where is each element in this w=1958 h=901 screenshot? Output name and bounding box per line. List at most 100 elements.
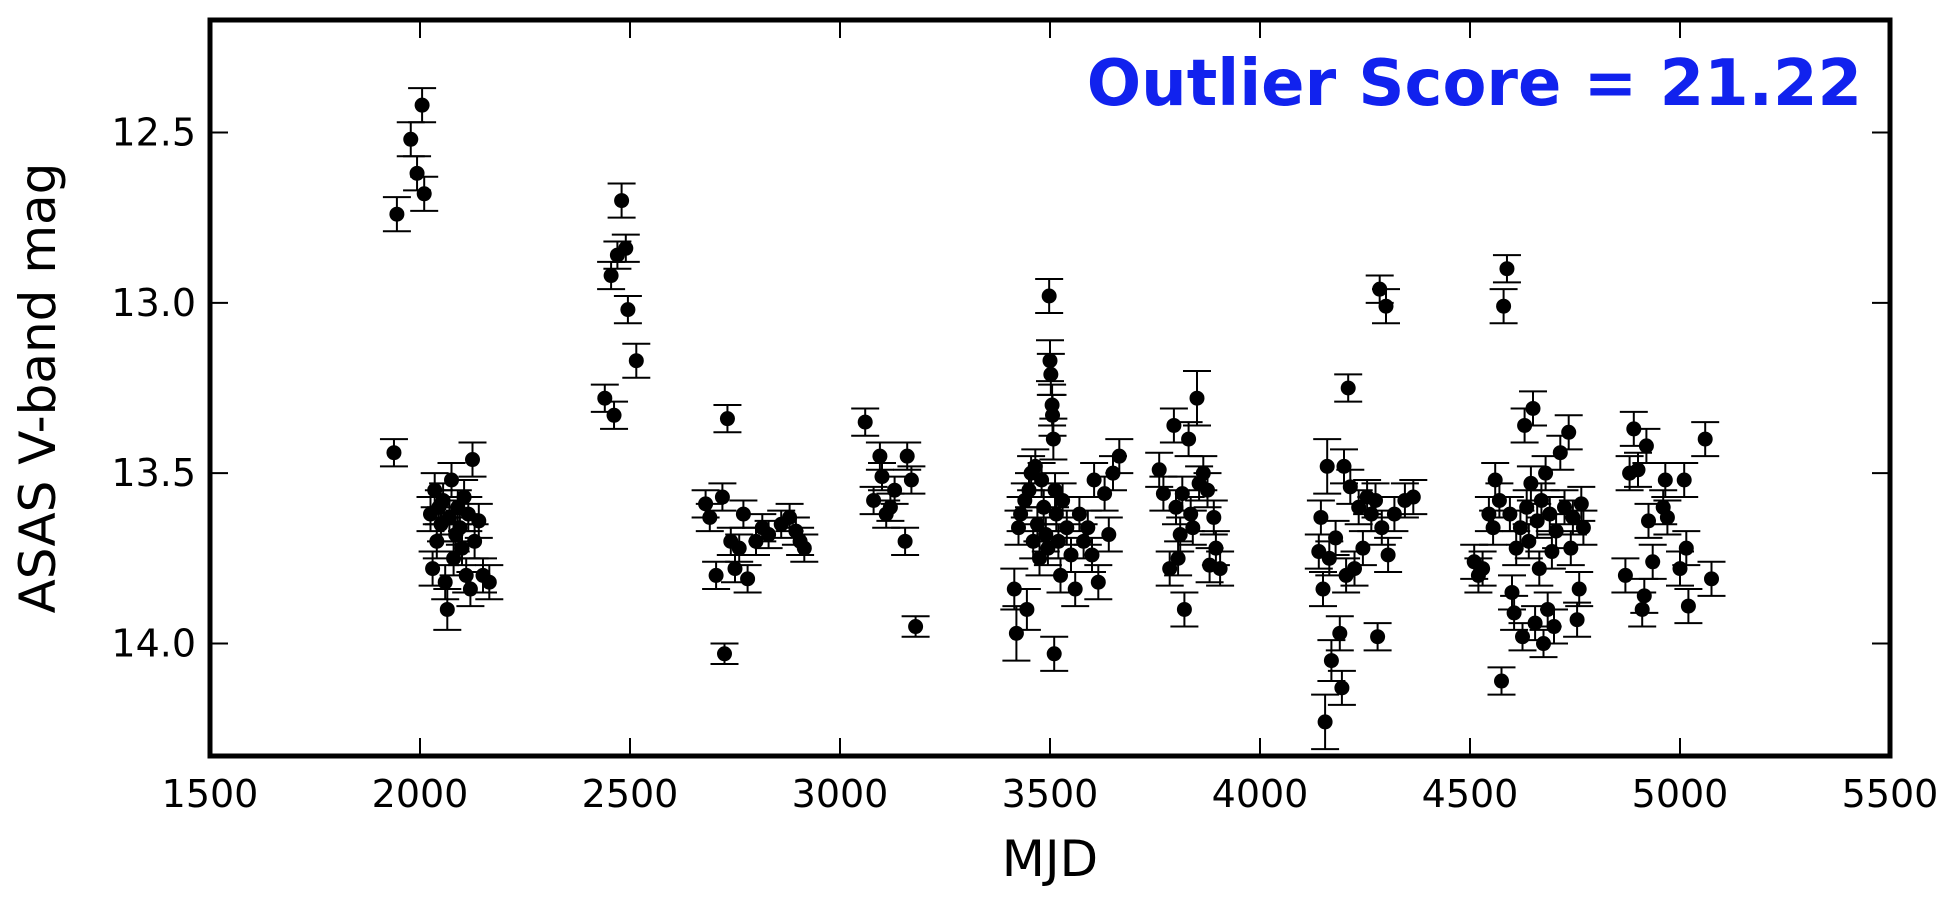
data-point [1039,417,1068,461]
data-marker [1645,554,1661,570]
data-marker [1504,584,1520,600]
data-marker [1084,547,1100,563]
data-marker [1638,438,1654,454]
data-marker [1347,561,1362,577]
data-point [458,441,487,478]
data-point [431,564,460,601]
data-marker [1363,506,1379,522]
data-marker [1208,540,1224,556]
data-marker [1496,298,1512,314]
data-marker [1090,574,1106,590]
data-point [1332,557,1361,594]
data-point [622,342,651,379]
data-marker [1315,581,1331,597]
data-marker [1063,547,1079,563]
data-marker [1552,445,1568,461]
outlier-score-annotation: Outlier Score = 21.22 [1087,47,1862,121]
data-marker [462,581,478,597]
data-marker [1162,561,1178,577]
data-marker [1634,601,1650,617]
x-tick-label: 5000 [1632,772,1729,816]
data-point [1206,550,1235,587]
data-marker [1189,390,1205,406]
data-marker [1170,550,1186,566]
data-marker [1672,561,1688,577]
data-point [1199,499,1228,536]
data-point [613,295,642,325]
data-marker [1045,431,1061,447]
data-marker [1080,520,1096,536]
data-point [1361,482,1390,519]
data-marker [416,186,432,202]
data-marker [761,527,777,543]
plot-frame [207,17,1893,759]
data-marker [1046,646,1062,662]
data-marker [1636,588,1652,604]
data-marker [1351,499,1367,515]
data-marker [1657,472,1673,488]
data-marker [1071,506,1087,522]
data-point [713,404,742,434]
data-marker [708,567,724,583]
data-marker [1053,567,1068,583]
data-marker [727,561,743,577]
data-marker [1011,520,1026,536]
data-marker [735,506,751,522]
data-marker [1101,527,1117,543]
data-marker [1019,601,1035,617]
data-marker [1181,431,1197,447]
data-marker [1086,472,1102,488]
data-point [1035,277,1064,315]
data-point [379,438,408,468]
data-point [408,87,437,124]
data-marker [872,448,888,464]
data-point [1624,451,1652,488]
data-marker [1168,499,1184,515]
data-marker [1575,520,1591,536]
data-marker [1533,492,1549,508]
y-tick-label: 14.0 [111,622,196,666]
data-point [1084,564,1113,601]
data-marker [1041,288,1057,304]
data-marker [1027,458,1043,474]
data-marker [1313,509,1329,525]
data-point [1309,571,1337,608]
data-point [695,502,724,533]
data-marker [1048,506,1064,522]
data-marker [887,482,903,498]
data-marker [1380,547,1396,563]
x-axis-title: MJD [1002,830,1098,888]
x-tick-label: 3000 [792,772,889,816]
data-marker [437,574,453,590]
data-marker [1680,598,1696,614]
data-point [1306,499,1335,536]
data-marker [1043,366,1059,382]
data-marker [903,472,919,488]
data-point [1653,499,1682,536]
data-marker [1506,605,1522,621]
data-marker [1323,653,1339,669]
data-marker [1032,550,1047,566]
data-point [1550,489,1579,526]
data-marker [1340,380,1356,396]
data-marker [1538,465,1554,481]
data-marker [1328,530,1344,546]
data-marker [1475,561,1491,577]
x-tick-label: 3500 [1002,772,1099,816]
data-marker [471,513,487,529]
x-tick-label: 5500 [1842,772,1939,816]
data-point [901,615,930,638]
x-tick-label: 4500 [1422,772,1519,816]
data-marker [628,353,644,369]
data-marker [1571,581,1587,597]
data-point [1094,516,1123,553]
data-marker [1508,540,1524,556]
data-marker [1494,673,1509,689]
data-marker [1336,458,1352,474]
data-point [1638,543,1667,580]
data-marker [1502,506,1518,522]
data-point [891,526,920,556]
data-marker [1617,567,1633,583]
ticks-layer [209,20,1891,756]
